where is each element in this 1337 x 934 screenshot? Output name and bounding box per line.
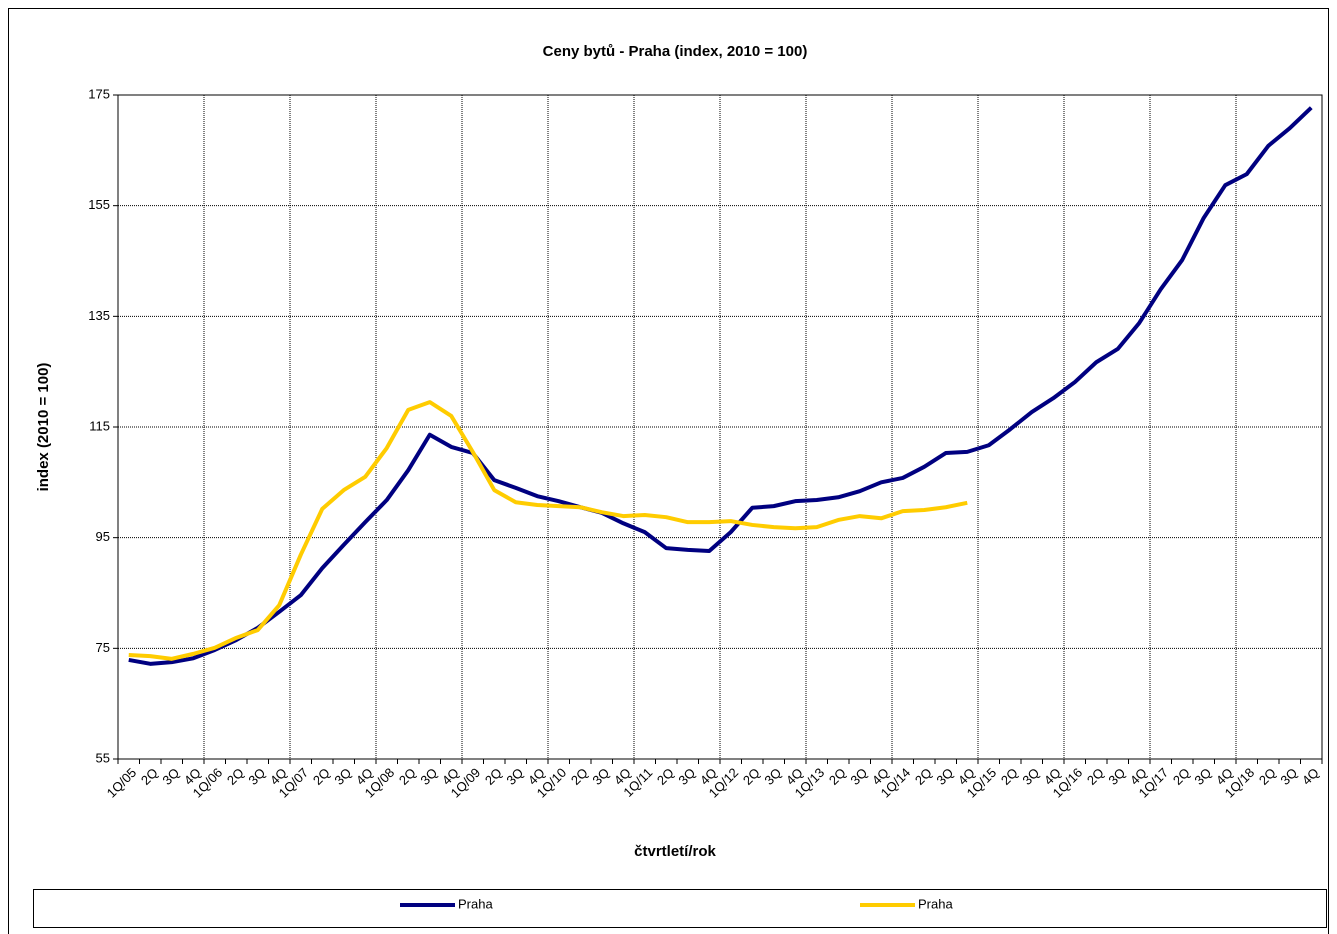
legend-label: Praha: [458, 896, 493, 911]
series-line: [128, 106, 1313, 666]
plot-border: [117, 94, 1323, 760]
y-tick-label: 135: [88, 308, 110, 323]
series-line: [128, 400, 968, 661]
y-tick-label: 155: [88, 197, 110, 212]
y-tick-label: 115: [89, 418, 110, 433]
legend-box: [33, 889, 1327, 928]
y-axis-title: index (2010 = 100): [35, 363, 52, 492]
chart-title: Ceny bytů - Praha (index, 2010 = 100): [543, 43, 808, 60]
legend-label: Praha: [918, 896, 953, 911]
y-tick-label: 75: [96, 640, 110, 655]
y-tick-label: 95: [96, 529, 110, 544]
y-tick-label: 55: [96, 750, 110, 765]
y-tick-label: 175: [88, 86, 110, 101]
x-axis-title: čtvrtletí/rok: [634, 843, 716, 860]
